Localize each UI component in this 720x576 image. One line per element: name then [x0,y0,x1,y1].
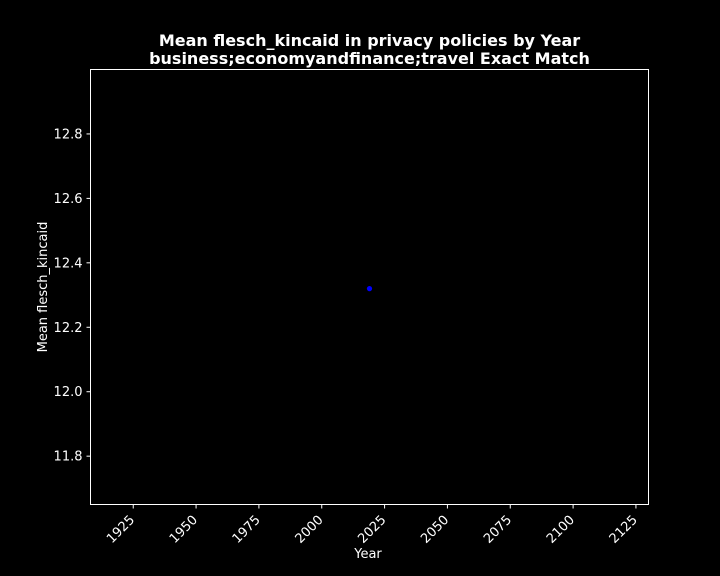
y-tick-label: 12.2 [54,321,83,336]
y-tick-label: 11.8 [54,450,83,465]
data-points [366,286,373,292]
x-tick-label: 1975 [230,513,264,547]
x-tick-label: 2025 [355,513,389,547]
chart-title: Mean flesch_kincaid in privacy policies … [159,31,580,50]
y-axis-label: Mean flesch_kincaid [36,222,51,353]
x-tick-label: 2100 [544,513,578,547]
y-tick-label: 12.8 [54,127,83,142]
data-point [366,286,373,292]
x-tick-label: 2125 [607,513,641,547]
y-tick-label: 12.6 [54,192,83,207]
x-tick-label: 2050 [418,513,452,547]
chart-subtitle: business;economyandfinance;travel Exact … [149,49,590,68]
y-tick-label: 12.0 [54,385,83,400]
y-tick-label: 12.4 [54,256,83,271]
x-axis: 1925 1950 1975 2000 2025 2050 2075 2100 2125 [104,504,641,547]
x-axis-label: Year [353,547,382,562]
y-axis: 11.8 12.0 12.2 12.4 12.6 12.8 [54,127,91,465]
x-tick-label: 1925 [104,513,138,547]
x-tick-label: 2075 [481,513,515,547]
x-tick-label: 1950 [167,513,201,547]
x-tick-label: 2000 [293,513,327,547]
plot-area-frame [90,69,649,505]
